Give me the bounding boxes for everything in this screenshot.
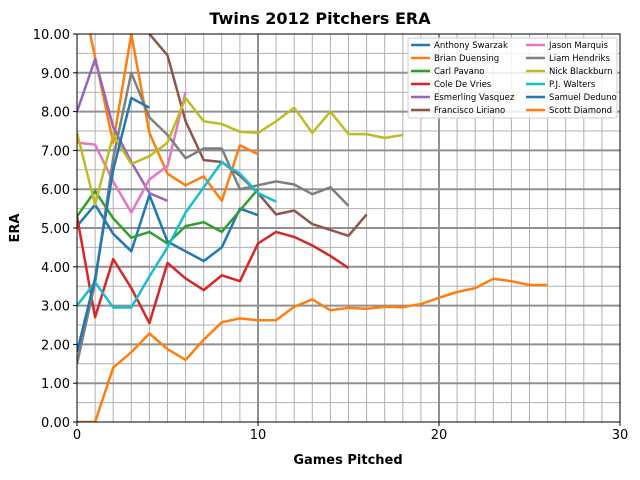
- chart-title: Twins 2012 Pitchers ERA: [209, 9, 431, 28]
- y-axis-label: ERA: [8, 214, 23, 243]
- legend-label: Samuel Deduno: [549, 93, 617, 103]
- legend-label: Brian Duensing: [434, 54, 499, 64]
- series-line-liam-hendriks: [77, 71, 350, 365]
- series-line-esmerling-vasquez: [77, 57, 168, 202]
- legend: Anthony Swarzak Brian Duensing Carl Pavano…: [407, 37, 618, 119]
- series-line-jason-marquis: [77, 91, 187, 214]
- legend-label: Liam Hendriks: [549, 54, 610, 64]
- x-tick-label: 20: [431, 428, 448, 443]
- series-line-anthony-swarzak: [77, 193, 259, 263]
- legend-label: Anthony Swarzak: [434, 41, 508, 51]
- axis-ticks: 0 10 20 30 0.00 1.00 2.00 3.00 4.00 5.00 6.00 7.00 8…: [33, 28, 628, 443]
- legend-label: Scott Diamond: [549, 106, 612, 116]
- series-line-nick-blackburn: [77, 96, 404, 206]
- series-line-p-j-walters: [77, 160, 277, 309]
- legend-box: [407, 37, 618, 119]
- y-tick-label: 0.00: [41, 416, 70, 431]
- legend-label: P.J. Walters: [549, 80, 596, 90]
- series-line-cole-de-vries: [77, 216, 350, 325]
- legend-label: Francisco Liriano: [434, 106, 505, 116]
- legend-label: Jason Marquis: [548, 41, 608, 51]
- x-tick-label: 10: [250, 428, 267, 443]
- x-tick-label: 0: [73, 428, 81, 443]
- legend-label: Nick Blackburn: [549, 67, 613, 77]
- y-tick-label: 9.00: [41, 67, 70, 82]
- y-tick-label: 2.00: [41, 338, 70, 353]
- y-tick-label: 3.00: [41, 300, 70, 315]
- y-tick-label: 8.00: [41, 106, 70, 121]
- y-tick-label: 7.00: [41, 144, 70, 159]
- y-tick-label: 6.00: [41, 183, 70, 198]
- y-tick-label: 1.00: [41, 377, 70, 392]
- x-axis-label: Games Pitched: [293, 453, 402, 468]
- legend-label: Cole De Vries: [434, 80, 492, 90]
- y-tick-label: 10.00: [33, 28, 70, 43]
- y-tick-label: 5.00: [41, 222, 70, 237]
- series-line-scott-diamond: [77, 277, 548, 422]
- series-line-brian-duensing: [88, 34, 259, 203]
- y-tick-label: 4.00: [41, 261, 70, 276]
- legend-label: Esmerling Vasquez: [434, 93, 515, 103]
- legend-label: Carl Pavano: [434, 67, 484, 77]
- x-tick-label: 30: [612, 428, 629, 443]
- series-line-samuel-deduno: [77, 96, 150, 353]
- series-lines: [77, 34, 548, 422]
